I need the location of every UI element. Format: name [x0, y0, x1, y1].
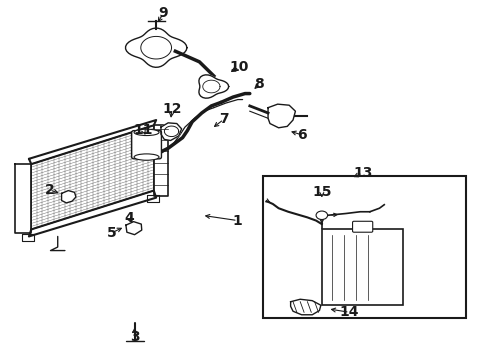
Text: 2: 2 [45, 183, 54, 197]
Polygon shape [29, 190, 156, 237]
Polygon shape [291, 299, 321, 315]
Text: 11: 11 [133, 123, 153, 137]
Polygon shape [161, 123, 182, 140]
Polygon shape [16, 164, 31, 233]
Text: 6: 6 [297, 128, 306, 142]
Text: 1: 1 [233, 213, 243, 228]
Text: 9: 9 [159, 6, 168, 21]
Ellipse shape [134, 129, 159, 136]
Polygon shape [126, 222, 142, 235]
Polygon shape [29, 120, 156, 164]
Bar [263, 176, 466, 318]
Text: 12: 12 [162, 102, 182, 116]
Text: 3: 3 [130, 330, 139, 344]
Text: 13: 13 [353, 166, 372, 180]
Polygon shape [154, 125, 168, 196]
Ellipse shape [134, 154, 159, 160]
FancyBboxPatch shape [322, 229, 403, 305]
Polygon shape [268, 104, 295, 128]
Text: 8: 8 [254, 77, 264, 91]
Text: 7: 7 [219, 112, 229, 126]
FancyBboxPatch shape [353, 221, 373, 232]
Text: 4: 4 [124, 211, 134, 225]
Text: 14: 14 [340, 305, 360, 319]
Text: 15: 15 [312, 185, 332, 199]
Polygon shape [62, 190, 76, 203]
Circle shape [316, 211, 328, 220]
Polygon shape [199, 75, 229, 98]
Text: 5: 5 [107, 226, 117, 240]
FancyBboxPatch shape [132, 131, 161, 159]
Polygon shape [125, 28, 187, 67]
Text: 10: 10 [229, 60, 249, 74]
